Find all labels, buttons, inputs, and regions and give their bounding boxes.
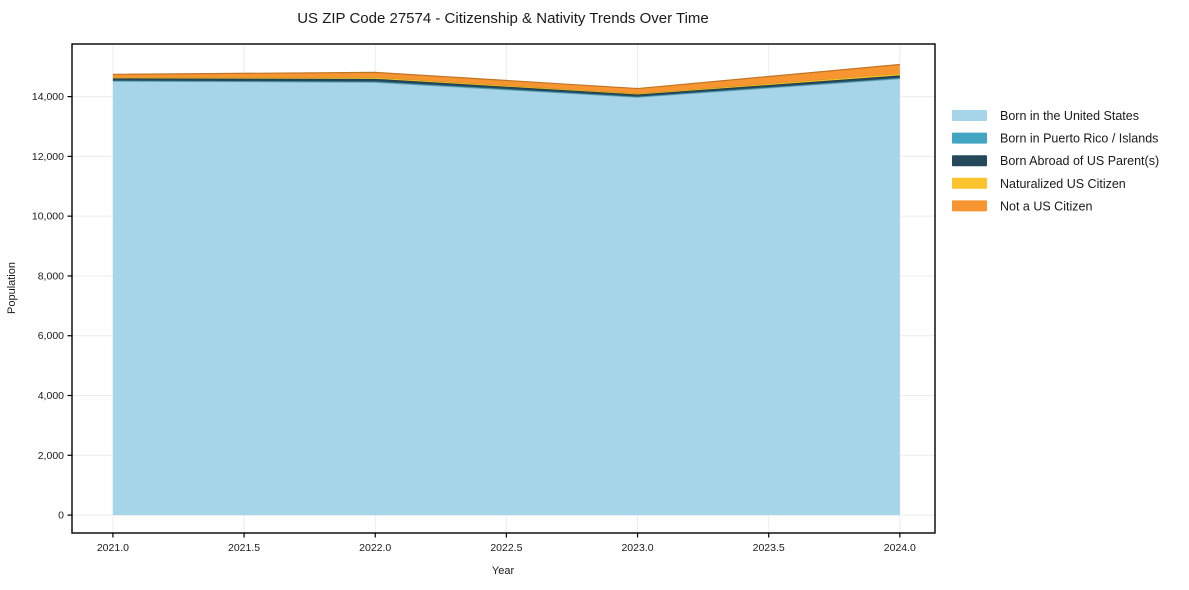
y-tick-label: 12,000 (32, 151, 64, 163)
y-tick-label: 14,000 (32, 91, 64, 103)
area-series-3 (112, 73, 900, 95)
legend-swatch (952, 200, 987, 212)
x-axis-label: Year (492, 565, 515, 577)
legend-swatch (952, 132, 987, 144)
chart-title: US ZIP Code 27574 - Citizenship & Nativi… (297, 10, 709, 27)
y-tick-label: 6,000 (38, 330, 64, 342)
x-tick-label: 2023.0 (621, 542, 653, 554)
legend-label: Naturalized US Citizen (1000, 177, 1126, 191)
area-series-0 (112, 78, 900, 516)
x-tick-label: 2022.5 (490, 542, 522, 554)
legend: Born in the United States Born in Puerto … (952, 109, 1159, 213)
area-series-layer (112, 63, 900, 516)
y-tick-label: 2,000 (38, 450, 64, 462)
x-tick-label: 2024.0 (884, 542, 916, 554)
x-tick-label: 2022.0 (359, 542, 391, 554)
legend-swatch (952, 110, 987, 121)
legend-swatch (952, 155, 987, 167)
x-tick-label: 2021.0 (97, 542, 129, 554)
area-series-2 (112, 75, 900, 97)
area-series-top-edge-0 (112, 78, 900, 98)
legend-label: Born Abroad of US Parent(s) (1000, 154, 1159, 168)
x-tick-label: 2021.5 (228, 542, 260, 554)
legend-item-2: Born Abroad of US Parent(s) (952, 154, 1159, 168)
area-series-top-edge-2 (112, 74, 900, 96)
legend-item-4: Not a US Citizen (952, 199, 1092, 213)
axis-tick-labels-layer: 0 2,000 4,000 6,000 8,000 10,000 12,000 14,000 2… (32, 91, 916, 554)
y-tick-label: 8,000 (38, 270, 64, 282)
legend-item-3: Naturalized US Citizen (952, 177, 1126, 191)
y-tick-label: 4,000 (38, 390, 64, 402)
legend-label: Born in the United States (1000, 109, 1139, 123)
area-series-4 (112, 64, 900, 94)
legend-swatch (952, 177, 987, 189)
legend-item-1: Born in Puerto Rico / Islands (952, 132, 1158, 146)
area-series-top-edge-4 (112, 63, 900, 90)
y-tick-label: 10,000 (32, 211, 64, 223)
y-axis-label: Population (6, 262, 18, 314)
y-tick-label: 0 (58, 510, 64, 522)
legend-label: Born in Puerto Rico / Islands (1000, 132, 1158, 146)
axis-ticks-layer (67, 96, 901, 538)
legend-label: Not a US Citizen (1000, 199, 1092, 213)
x-tick-label: 2023.5 (753, 542, 785, 554)
legend-item-0: Born in the United States (952, 109, 1139, 123)
plot-frame (71, 43, 936, 534)
